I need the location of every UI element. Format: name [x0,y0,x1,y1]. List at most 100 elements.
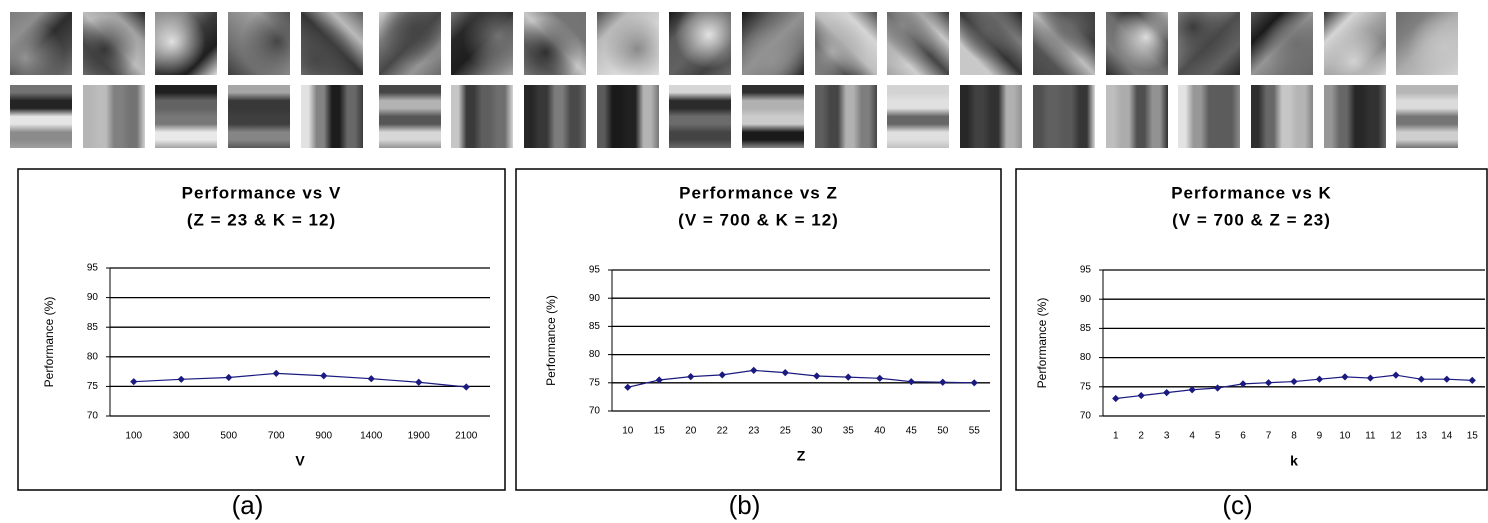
point-marker [908,378,915,385]
point-marker [225,374,232,381]
y-tick-label: 75 [87,381,99,392]
point-marker [368,375,375,382]
point-marker [782,369,789,376]
y-tick-label: 80 [1080,352,1092,363]
point-marker [971,379,978,386]
x-tick-label: 2 [1138,431,1144,442]
y-tick-label: 95 [1080,265,1092,276]
x-tick-label: 10 [1339,431,1351,442]
x-tick-label: 9 [1317,431,1323,442]
figure: Performance vs V (Z = 23 & K = 12) Perform… [0,0,1488,523]
x-tick-label: 20 [685,426,697,437]
chart-subtitle: (V = 700 & Z = 23) [1172,210,1331,229]
point-marker [415,379,422,386]
y-tick-label: 85 [87,322,99,333]
caption: (b) [729,490,761,520]
x-tick-label: 500 [220,431,237,442]
chart: Performance vs V (Z = 23 & K = 12) Perform… [18,169,505,520]
y-tick-label: 70 [1080,411,1092,422]
y-tick-label: 85 [1080,323,1092,334]
x-tick-label: 900 [315,431,332,442]
point-marker [178,376,185,383]
chart: Performance vs K (V = 700 & Z = 23) Perfor… [1016,169,1487,520]
series-line [628,370,975,387]
point-marker [1316,376,1323,383]
y-tick-label: 70 [87,411,99,422]
chart-subtitle: (V = 700 & K = 12) [678,210,839,229]
point-marker [1392,372,1399,379]
point-marker [813,372,820,379]
x-tick-label: 300 [173,431,190,442]
x-tick-label: 22 [717,426,729,437]
chart-title: Performance vs V [182,183,342,202]
point-marker [273,370,280,377]
point-marker [939,379,946,386]
y-tick-label: 90 [1080,294,1092,305]
point-marker [845,374,852,381]
x-tick-label: 1400 [360,431,383,442]
x-tick-label: 8 [1291,431,1297,442]
x-tick-label: 12 [1390,431,1402,442]
y-tick-label: 75 [589,377,601,388]
point-marker [130,378,137,385]
x-tick-label: 1 [1113,431,1119,442]
point-marker [719,371,726,378]
x-tick-label: 15 [1467,431,1479,442]
caption: (a) [232,490,264,520]
x-tick-label: 40 [874,426,886,437]
point-marker [876,375,883,382]
x-tick-label: 45 [906,426,918,437]
x-tick-label: 1900 [408,431,431,442]
y-tick-label: 90 [87,292,99,303]
x-tick-label: 3 [1164,431,1170,442]
point-marker [1367,374,1374,381]
x-tick-label: 55 [969,426,981,437]
x-tick-label: 7 [1266,431,1272,442]
point-marker [1138,392,1145,399]
y-tick-label: 90 [589,293,601,304]
y-tick-label: 75 [1080,381,1092,392]
x-tick-label: 30 [811,426,823,437]
x-tick-label: 14 [1441,431,1453,442]
point-marker [1112,395,1119,402]
chart-title: Performance vs K [1171,183,1332,202]
x-tick-label: 11 [1365,431,1376,442]
x-tick-label: 15 [654,426,666,437]
point-marker [1290,378,1297,385]
y-tick-label: 70 [589,406,601,417]
y-tick-label: 95 [87,263,99,274]
point-marker [624,384,631,391]
charts: Performance vs V (Z = 23 & K = 12) Perform… [0,0,1488,523]
x-tick-label: 100 [125,431,142,442]
point-marker [1214,384,1221,391]
x-tick-label: 700 [268,431,285,442]
point-marker [1265,379,1272,386]
chart-subtitle: (Z = 23 & K = 12) [187,210,336,229]
x-axis-label: V [295,453,305,469]
point-marker [1469,377,1476,384]
chart: Performance vs Z (V = 700 & K = 12) Perfor… [516,169,1001,520]
point-marker [1163,389,1170,396]
x-tick-label: 2100 [455,431,478,442]
x-tick-label: 35 [843,426,855,437]
chart-title: Performance vs Z [679,183,838,202]
y-axis-label: Performance (%) [544,295,558,386]
y-axis-label: Performance (%) [1035,298,1049,389]
point-marker [750,367,757,374]
y-axis-label: Performance (%) [42,297,56,388]
point-marker [687,373,694,380]
point-marker [1418,376,1425,383]
y-tick-label: 80 [87,351,99,362]
x-axis-label: k [1290,453,1298,469]
x-tick-label: 50 [937,426,949,437]
point-marker [463,383,470,390]
y-tick-label: 95 [589,265,601,276]
y-tick-label: 85 [589,321,601,332]
x-tick-label: 13 [1416,431,1428,442]
point-marker [1443,376,1450,383]
point-marker [1341,373,1348,380]
x-tick-label: 25 [780,426,792,437]
x-axis-label: Z [797,448,806,464]
y-tick-label: 80 [589,349,601,360]
x-tick-label: 6 [1240,431,1246,442]
